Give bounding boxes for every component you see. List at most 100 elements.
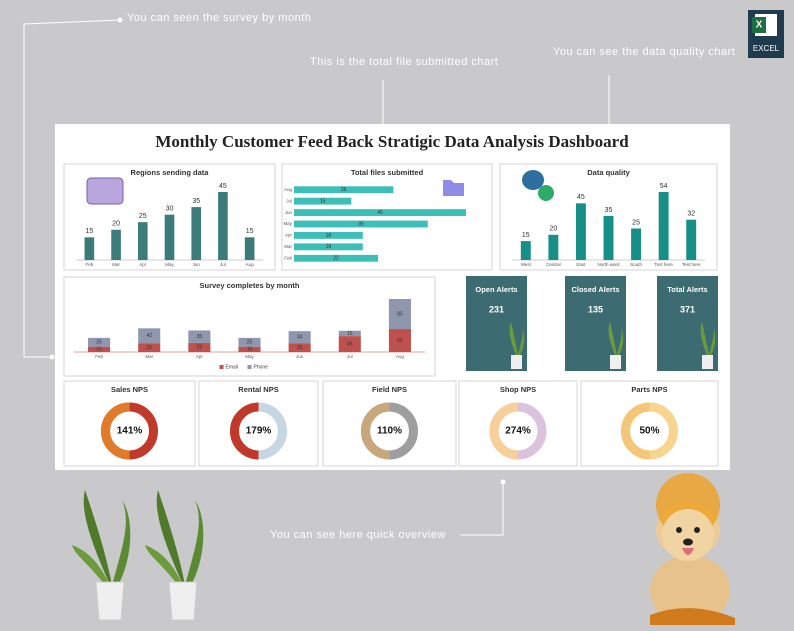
check-icon (538, 185, 554, 201)
data-label: 25 (247, 340, 253, 346)
data-label: 34 (297, 334, 303, 340)
chart-title: Survey completes by month (199, 281, 299, 290)
alert-value: 231 (489, 304, 504, 314)
x-tick-label: Aug (246, 262, 255, 267)
bar (631, 228, 642, 260)
x-tick-label: May (245, 354, 254, 359)
data-label: 25 (139, 213, 147, 220)
dog-picture (650, 473, 735, 625)
data-label: 15 (522, 232, 530, 239)
data-label: 15 (347, 331, 353, 337)
dashboard-title: Monthly Customer Feed Back Stratigic Dat… (155, 132, 629, 151)
database-icon (522, 170, 544, 190)
bar-segment (388, 299, 411, 330)
y-tick-label: Apr (285, 233, 293, 238)
bar (191, 207, 202, 260)
chart-panel (281, 163, 493, 271)
chart-title: Regions sending data (131, 168, 210, 177)
y-tick-label: Aug (284, 187, 293, 192)
x-tick-label: Apr (139, 262, 147, 267)
bar (218, 192, 228, 260)
monitor-icon (86, 177, 124, 205)
bar (294, 197, 352, 205)
alert-label: Open Alerts (475, 285, 517, 294)
plant-icon (608, 322, 624, 355)
x-tick-label: Central (546, 262, 561, 267)
nps-value: 179% (246, 426, 272, 437)
bar-segment (338, 336, 361, 352)
bar-segment (188, 330, 211, 343)
folder-icon (443, 180, 464, 196)
data-label: 15 (85, 228, 93, 235)
data-label: 45 (577, 194, 585, 201)
x-tick-label: East (576, 262, 586, 267)
legend-swatch (247, 365, 252, 369)
bar (603, 215, 614, 260)
ring-front (230, 402, 259, 460)
nps-value: 274% (505, 426, 531, 437)
data-label: 30 (166, 206, 174, 213)
bar-segment (288, 331, 311, 344)
ring-front (621, 402, 650, 460)
y-tick-label: Feb (284, 255, 292, 260)
ring-front (361, 402, 390, 460)
y-tick-label: Mar (284, 244, 292, 249)
data-label: 15 (247, 347, 253, 353)
y-tick-label: Jul (286, 198, 292, 203)
legend-label: Phone (254, 364, 269, 370)
bar (294, 243, 363, 251)
bar-segment (288, 343, 311, 352)
bar (520, 241, 531, 260)
x-tick-label: Apr (196, 354, 204, 359)
pot-icon (610, 355, 621, 369)
data-label: 35 (605, 207, 613, 214)
bar-segment (238, 337, 261, 347)
bar (164, 214, 175, 260)
y-tick-label: May (283, 221, 292, 226)
x-tick-label: Test here (682, 262, 701, 267)
bar (137, 222, 148, 260)
data-label: 25 (632, 219, 640, 226)
x-tick-label: Jul (347, 354, 353, 359)
callout-lines (23, 19, 610, 536)
data-label: 42 (146, 333, 152, 339)
y-tick-label: Jun (285, 210, 293, 215)
ring-front (101, 402, 130, 460)
x-tick-label: Feb (95, 354, 103, 359)
bar (575, 203, 586, 260)
plant-icon (509, 322, 525, 355)
data-label: 15 (96, 347, 102, 353)
annotation: You can see the data quality chart (553, 46, 735, 58)
bar (294, 220, 428, 228)
bar (294, 186, 394, 194)
nps-label: Sales NPS (111, 385, 148, 394)
x-tick-label: West (521, 262, 532, 267)
svg-text:X: X (756, 20, 763, 31)
bar-segment (138, 343, 161, 352)
nps-value: 50% (639, 426, 659, 437)
bar (294, 232, 363, 239)
data-label: 18 (326, 244, 332, 250)
x-tick-label: Jul (220, 262, 226, 267)
nps-label: Field NPS (372, 385, 407, 394)
annotation: This is the total file submitted chart (310, 56, 498, 68)
legend-label: Email (226, 364, 239, 370)
bar-segment (388, 329, 411, 352)
x-tick-label: Mar (145, 354, 153, 359)
pot-icon (511, 355, 522, 369)
alert-value: 135 (588, 304, 603, 314)
x-tick-label: May (165, 262, 174, 267)
bar (658, 192, 669, 260)
nps-value: 110% (377, 426, 402, 437)
ring-front (489, 402, 519, 460)
nps-value: 141% (117, 426, 143, 437)
bar (294, 254, 379, 262)
bar-segment (138, 328, 161, 344)
x-tick-label: Test here (654, 262, 673, 267)
data-label: 65 (397, 338, 403, 344)
plants (72, 490, 204, 621)
callout-dots (49, 17, 506, 485)
data-label: 15 (320, 198, 326, 204)
alert-label: Total Alerts (667, 285, 707, 294)
